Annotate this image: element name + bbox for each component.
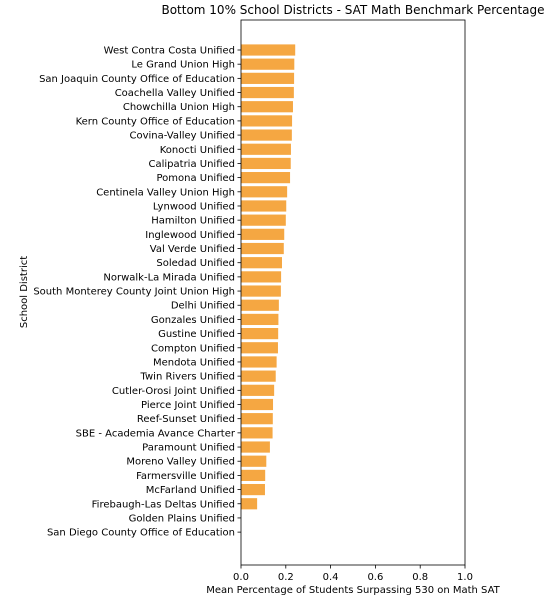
bar	[241, 143, 291, 155]
category-label: Le Grand Union High	[131, 60, 235, 71]
plot-frame	[240, 19, 466, 566]
chart-title: Bottom 10% School Districts - SAT Math B…	[161, 3, 544, 17]
bar	[241, 299, 279, 311]
category-label: Lynwood Unified	[153, 201, 235, 212]
category-label: Reef-Sunset Unified	[137, 414, 235, 425]
category-label: Moreno Valley Unified	[126, 457, 235, 468]
bar	[241, 285, 281, 297]
bar	[241, 413, 273, 425]
bar	[241, 72, 295, 84]
category-label: Mendota Unified	[153, 357, 235, 368]
category-label: Inglewood Unified	[145, 230, 235, 241]
category-label: Pomona Unified	[156, 173, 235, 184]
category-label: Golden Plains Unified	[129, 513, 235, 524]
category-label: Coachella Valley Unified	[115, 88, 235, 99]
x-tick-label: 0.4	[323, 572, 339, 583]
bar	[241, 427, 273, 439]
bar	[241, 129, 292, 141]
category-label: Cutler-Orosi Joint Unified	[112, 386, 235, 397]
x-axis-label: Mean Percentage of Students Surpassing 5…	[206, 585, 500, 596]
y-axis-label: School District	[19, 256, 30, 328]
category-label: Gustine Unified	[158, 329, 235, 340]
category-label: Covina-Valley Unified	[129, 131, 235, 142]
category-label: Compton Unified	[151, 343, 235, 354]
bar	[241, 356, 277, 368]
category-label: Hamilton Unified	[151, 216, 235, 227]
x-axis: 0.0 0.2 0.4 0.6 0.8 1.0	[233, 565, 473, 583]
category-label: SBE - Academia Avance Charter	[76, 428, 236, 439]
category-label: Pierce Joint Unified	[141, 400, 235, 411]
category-label: Val Verde Unified	[150, 244, 235, 255]
bar	[241, 157, 291, 170]
bars-group	[241, 44, 296, 510]
bar	[241, 200, 287, 212]
bar	[241, 186, 288, 198]
x-tick-label: 0.6	[367, 572, 383, 583]
bar	[241, 455, 267, 467]
bar	[241, 370, 276, 382]
category-label: Farmersville Unified	[136, 471, 235, 482]
bar	[241, 384, 275, 396]
category-label: San Joaquin County Office of Education	[39, 74, 235, 85]
bar	[241, 498, 258, 510]
bar	[241, 242, 284, 255]
category-label: Twin Rivers Unified	[140, 372, 235, 383]
bar	[241, 271, 282, 283]
category-label: Kern County Office of Education	[76, 116, 235, 127]
category-label: Calipatria Unified	[149, 159, 236, 170]
category-label: Firebaugh-Las Deltas Unified	[92, 499, 235, 510]
category-label: McFarland Unified	[146, 485, 235, 496]
category-label: Norwalk-La Mirada Unified	[103, 272, 235, 283]
bar	[241, 483, 265, 496]
category-label: Soledad Unified	[156, 258, 235, 269]
bar	[241, 257, 282, 269]
bar	[241, 328, 279, 340]
category-label: Chowchilla Union High	[123, 102, 235, 113]
bar	[241, 342, 278, 354]
bar	[241, 313, 279, 326]
bar	[241, 469, 266, 481]
bar	[241, 86, 294, 99]
x-tick-label: 0.8	[412, 572, 428, 583]
category-label: Delhi Unified	[171, 301, 235, 312]
category-label: Konocti Unified	[160, 145, 235, 156]
category-label: San Diego County Office of Education	[47, 528, 235, 539]
bar	[241, 441, 270, 453]
x-tick-label: 1.0	[457, 572, 473, 583]
bar	[241, 115, 293, 127]
x-tick-label: 0.0	[233, 572, 249, 583]
category-label: Centinela Valley Union High	[96, 187, 235, 198]
category-label: Gonzales Unified	[151, 315, 235, 326]
category-label: West Contra Costa Unified	[104, 46, 235, 57]
category-label: South Monterey County Joint Union High	[33, 287, 235, 298]
bar	[241, 228, 285, 240]
y-axis: West Contra Costa Unified Le Grand Union …	[33, 46, 241, 539]
bar	[241, 101, 293, 113]
bar	[241, 172, 291, 184]
bar	[241, 44, 296, 56]
x-tick-label: 0.2	[278, 572, 294, 583]
bar	[241, 58, 295, 70]
category-label: Paramount Unified	[142, 443, 235, 454]
bar	[241, 214, 286, 226]
bar	[241, 398, 274, 411]
